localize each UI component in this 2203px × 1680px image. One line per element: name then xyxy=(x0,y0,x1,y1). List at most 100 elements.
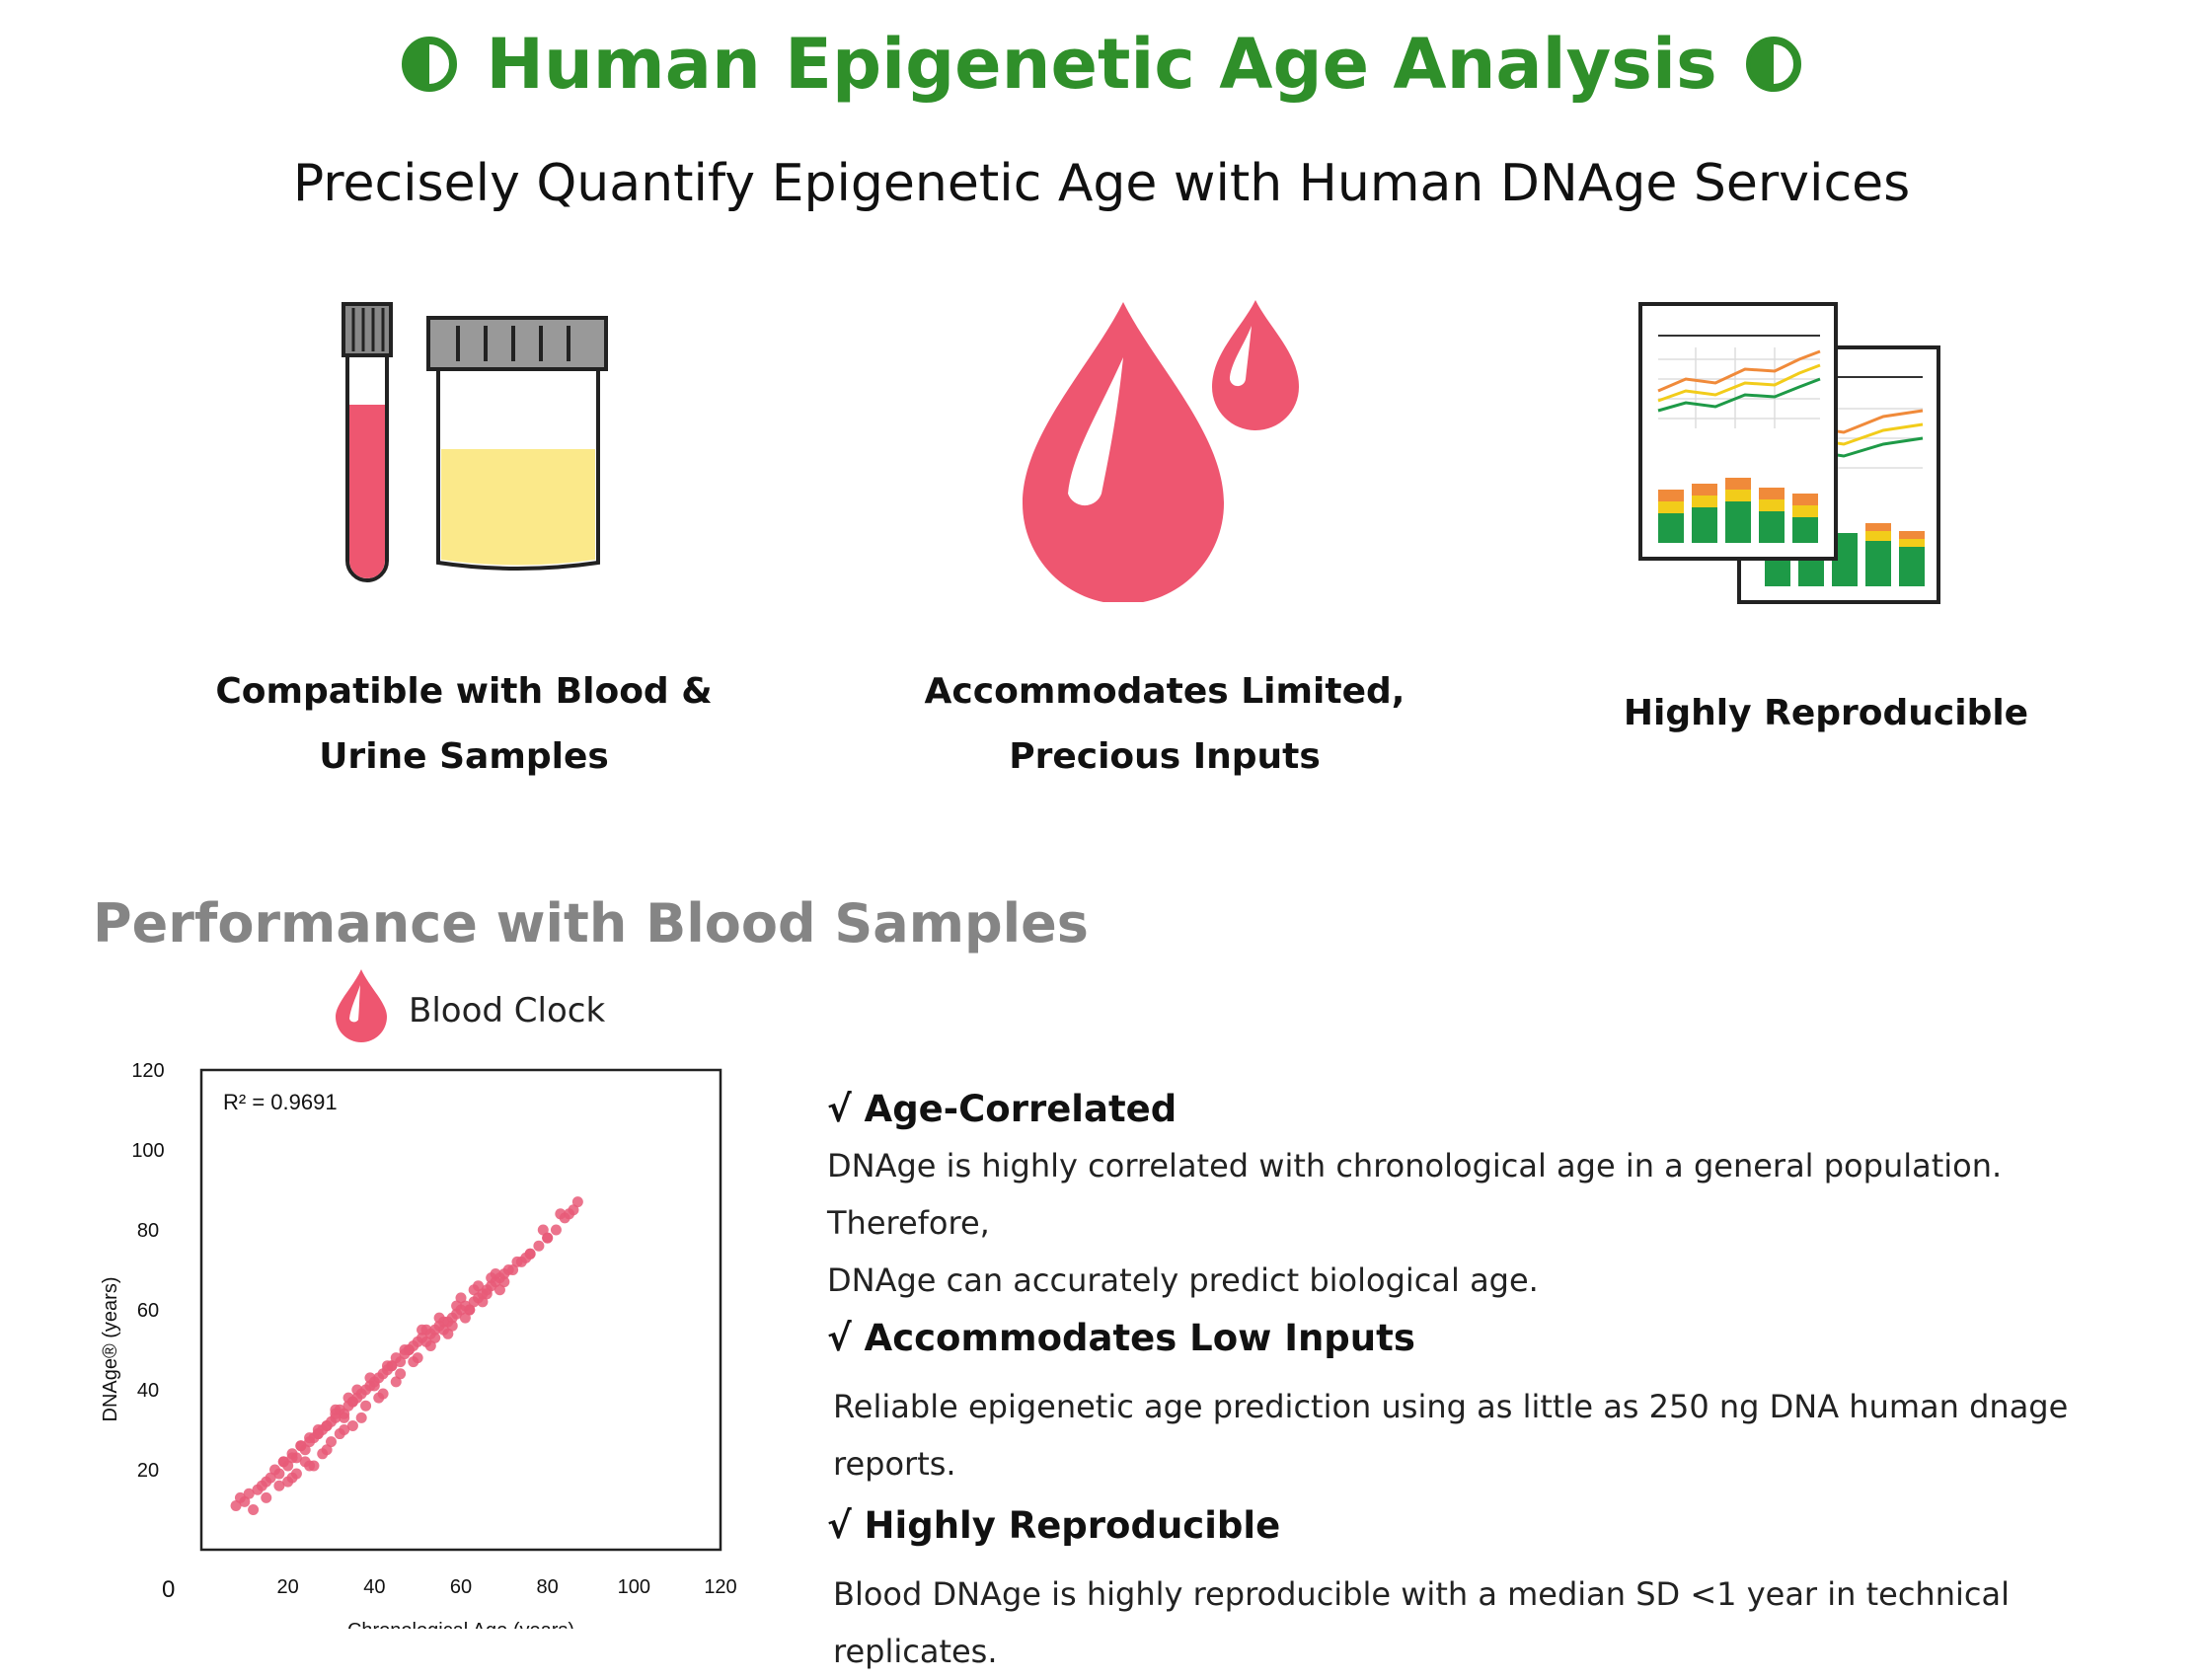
data-point xyxy=(295,1440,307,1452)
feature-label-line: Compatible with Blood & xyxy=(215,671,713,712)
data-point xyxy=(304,1432,316,1444)
blood-drops-icon xyxy=(1023,300,1299,602)
y-tick-labels: 20 40 60 80 100 120 xyxy=(131,1060,164,1482)
data-point xyxy=(520,1252,532,1263)
feature-label-line: Urine Samples xyxy=(319,736,609,777)
data-point xyxy=(390,1376,402,1388)
data-point xyxy=(486,1272,497,1284)
y-tick-label: 40 xyxy=(137,1380,159,1402)
r-squared-annotation: R² = 0.9691 xyxy=(223,1090,338,1114)
x-tick-label: 60 xyxy=(450,1576,472,1598)
x-tick-label: 100 xyxy=(618,1576,650,1598)
data-point xyxy=(339,1424,350,1435)
data-point xyxy=(304,1460,316,1472)
bullet-heading: √ Accommodates Low Inputs xyxy=(827,1317,1415,1359)
legend-label: Blood Clock xyxy=(409,991,606,1031)
data-point xyxy=(459,1312,471,1324)
y-tick-label: 60 xyxy=(137,1300,159,1322)
data-point xyxy=(399,1344,411,1355)
y-tick-label: 100 xyxy=(131,1140,164,1162)
data-point xyxy=(571,1196,583,1208)
section-title: Performance with Blood Samples xyxy=(93,892,1089,955)
data-point xyxy=(537,1224,549,1236)
bullet-text-line: Blood DNAge is highly reproducible with … xyxy=(833,1575,2010,1670)
data-point xyxy=(261,1491,272,1503)
data-point xyxy=(273,1468,285,1480)
data-point xyxy=(550,1224,562,1236)
x-tick-labels: 20 40 60 80 100 120 xyxy=(277,1576,737,1598)
data-point xyxy=(248,1504,260,1515)
report-charts-icon xyxy=(1638,302,1940,604)
data-point xyxy=(451,1300,463,1312)
feature-label-line: Accommodates Limited, xyxy=(924,671,1405,712)
data-point xyxy=(424,1339,436,1351)
data-point xyxy=(355,1412,367,1423)
feature-label-samples: Compatible with Blood & Urine Samples xyxy=(158,659,770,790)
data-point xyxy=(286,1452,298,1464)
feature-label-reproducible: Highly Reproducible xyxy=(1520,681,2132,746)
data-point xyxy=(502,1264,514,1275)
scatter-chart: R² = 0.9691 20 40 60 80 100 120 20 40 60 80 100 12… xyxy=(100,1060,737,1629)
x-tick-label: 20 xyxy=(277,1576,299,1598)
data-point xyxy=(277,1456,289,1468)
data-point xyxy=(442,1328,454,1339)
data-point xyxy=(368,1380,380,1392)
data-point xyxy=(477,1296,489,1308)
data-point xyxy=(555,1208,567,1220)
x-axis-label: Chronological Age (years) xyxy=(347,1620,574,1629)
bullet-age-correlated: √ Age-Correlated DNAge is highly correla… xyxy=(827,1082,2150,1309)
data-point xyxy=(364,1372,376,1384)
feature-label-line: Precious Inputs xyxy=(1009,736,1321,777)
data-point xyxy=(433,1312,445,1324)
data-point xyxy=(360,1400,372,1412)
title-text: Human Epigenetic Age Analysis xyxy=(486,23,1717,105)
data-points xyxy=(230,1196,583,1515)
x-tick-label: 40 xyxy=(363,1576,385,1598)
data-point xyxy=(381,1360,393,1372)
origin-label: 0 xyxy=(162,1576,175,1603)
data-point xyxy=(243,1488,255,1499)
data-point xyxy=(346,1419,358,1431)
y-tick-label: 80 xyxy=(137,1220,159,1242)
half-filled-circle-icon xyxy=(402,36,458,92)
data-point xyxy=(373,1392,385,1404)
data-point xyxy=(542,1232,554,1244)
bullet-text-line: DNAge can accurately predict biological … xyxy=(827,1261,1539,1299)
data-point xyxy=(395,1368,407,1380)
feature-label-line: Highly Reproducible xyxy=(1623,693,2029,733)
data-point xyxy=(455,1292,467,1304)
data-point xyxy=(498,1276,510,1288)
data-point xyxy=(429,1332,441,1343)
x-tick-label: 120 xyxy=(704,1576,736,1598)
data-point xyxy=(230,1499,242,1511)
data-point xyxy=(446,1320,458,1332)
y-axis-label: DNAge® (years) xyxy=(100,1277,121,1422)
data-point xyxy=(417,1324,428,1336)
data-point xyxy=(326,1436,337,1448)
data-point xyxy=(564,1208,575,1220)
bullet-heading: √ Age-Correlated xyxy=(827,1088,1177,1130)
data-point xyxy=(321,1419,333,1431)
data-point xyxy=(339,1412,350,1423)
page-subtitle: Precisely Quantify Epigenetic Age with H… xyxy=(292,154,1911,213)
data-point xyxy=(511,1256,523,1267)
data-point xyxy=(239,1495,251,1507)
data-point xyxy=(351,1384,363,1396)
y-tick-label: 120 xyxy=(131,1060,164,1082)
x-tick-label: 80 xyxy=(537,1576,559,1598)
data-point xyxy=(321,1444,333,1456)
y-tick-label: 20 xyxy=(137,1460,159,1482)
blood-drop-icon xyxy=(336,969,387,1042)
data-point xyxy=(273,1480,285,1491)
bullet-text-line: Reliable epigenetic age prediction using… xyxy=(833,1388,2069,1483)
data-point xyxy=(312,1428,324,1440)
data-point xyxy=(265,1472,276,1484)
data-point xyxy=(346,1396,358,1408)
bullet-text-line: DNAge is highly correlated with chronolo… xyxy=(827,1147,2003,1242)
data-point xyxy=(481,1288,493,1300)
data-point xyxy=(468,1284,480,1296)
bullet-heading: √ Highly Reproducible xyxy=(827,1504,1281,1547)
bullet-reproducible: √ Highly Reproducible Blood DNAge is hig… xyxy=(827,1498,2169,1680)
data-point xyxy=(533,1240,545,1252)
data-point xyxy=(408,1356,419,1368)
